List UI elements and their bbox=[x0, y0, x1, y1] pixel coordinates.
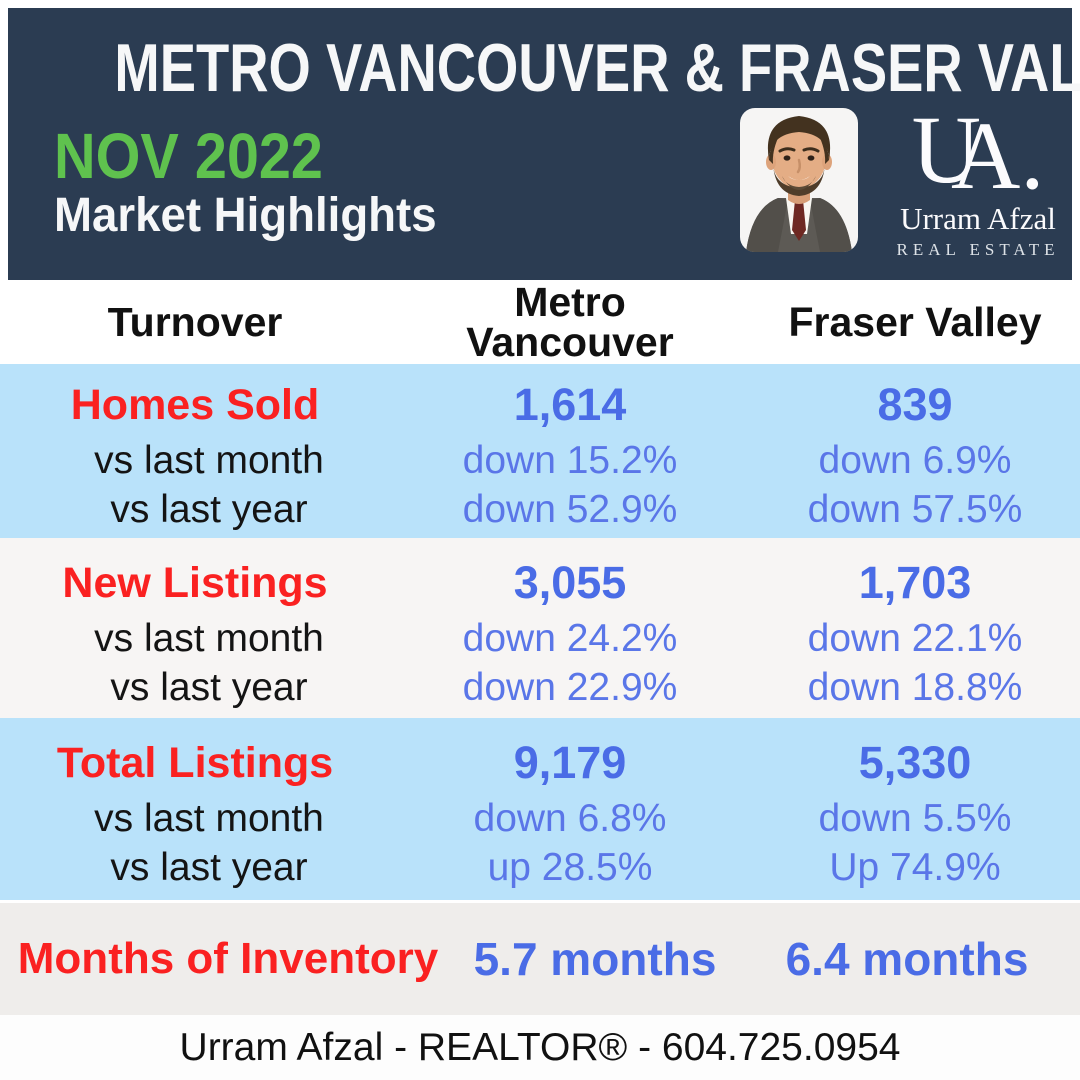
inventory-value-metro: 5.7 months bbox=[473, 933, 717, 985]
row-label: vs last year bbox=[110, 845, 308, 889]
metric-value-metro: 3,055 bbox=[513, 557, 627, 608]
row-value-fraser: Up 74.9% bbox=[829, 845, 1001, 889]
footer-bar: Urram Afzal - REALTOR® - 604.725.0954 bbox=[0, 1015, 1080, 1080]
brand-tagline: REAL ESTATE bbox=[896, 240, 1060, 260]
row-value-metro: up 28.5% bbox=[487, 845, 653, 889]
table-body: Homes Sold 1,614 839 vs last month down … bbox=[0, 364, 1080, 900]
row-label: vs last year bbox=[110, 487, 308, 531]
column-header-turnover: Turnover bbox=[107, 298, 283, 345]
row-value-fraser: down 5.5% bbox=[818, 796, 1012, 840]
realtor-photo-image bbox=[740, 108, 858, 252]
row-value-fraser: down 57.5% bbox=[807, 487, 1023, 531]
section-new-listings: New Listings 3,055 1,703 vs last month d… bbox=[0, 538, 1080, 718]
metric-value-fraser: 5,330 bbox=[858, 737, 972, 788]
table-row: Total Listings 9,179 5,330 bbox=[0, 732, 1080, 794]
row-value-fraser: down 18.8% bbox=[807, 665, 1023, 709]
metric-value-metro: 1,614 bbox=[513, 379, 627, 430]
table-row: vs last year down 52.9% down 57.5% bbox=[0, 485, 1080, 534]
row-value-metro: down 15.2% bbox=[462, 438, 678, 482]
metric-label: New Listings bbox=[62, 558, 328, 607]
header-banner: METRO VANCOUVER & FRASER VALLEY NOV 2022… bbox=[8, 8, 1080, 280]
metric-label: Total Listings bbox=[56, 738, 334, 787]
column-header-fraser-valley: Fraser Valley bbox=[788, 298, 1042, 345]
table-row: New Listings 3,055 1,703 bbox=[0, 552, 1080, 614]
inventory-label: Months of Inventory bbox=[17, 934, 439, 983]
brand-monogram: UA. bbox=[876, 102, 1080, 204]
row-label: vs last month bbox=[94, 796, 324, 840]
brand-logo: UA. Urram Afzal REAL ESTATE bbox=[876, 102, 1080, 260]
table-row: vs last month down 6.8% down 5.5% bbox=[0, 794, 1080, 843]
metric-value-fraser: 839 bbox=[877, 379, 953, 430]
column-header-metro-vancouver: Metro Vancouver bbox=[466, 278, 674, 365]
footer-contact: Urram Afzal - REALTOR® - 604.725.0954 bbox=[179, 1025, 901, 1069]
subtitle: Market Highlights bbox=[54, 189, 437, 242]
monogram-letter-u: U bbox=[911, 96, 981, 203]
row-value-fraser: down 6.9% bbox=[818, 438, 1012, 482]
brand-name: Urram Afzal bbox=[900, 201, 1056, 237]
table-row: vs last month down 24.2% down 22.1% bbox=[0, 614, 1080, 663]
page-title: METRO VANCOUVER & FRASER VALLEY bbox=[114, 30, 1080, 106]
row-value-metro: down 24.2% bbox=[462, 616, 678, 660]
inventory-value-fraser: 6.4 months bbox=[785, 933, 1029, 985]
metric-value-metro: 9,179 bbox=[513, 737, 627, 788]
row-value-metro: down 52.9% bbox=[462, 487, 678, 531]
table-header-row: Turnover Metro Vancouver Fraser Valley bbox=[0, 280, 1080, 364]
table-row: Homes Sold 1,614 839 bbox=[0, 374, 1080, 436]
monogram-letter-a: A. bbox=[951, 102, 1045, 209]
period-label: NOV 2022 bbox=[54, 120, 323, 192]
row-value-metro: down 22.9% bbox=[462, 665, 678, 709]
table-row: vs last year down 22.9% down 18.8% bbox=[0, 663, 1080, 712]
section-total-listings: Total Listings 9,179 5,330 vs last month… bbox=[0, 718, 1080, 900]
section-homes-sold: Homes Sold 1,614 839 vs last month down … bbox=[0, 364, 1080, 538]
metric-label: Homes Sold bbox=[70, 380, 320, 429]
metric-value-fraser: 1,703 bbox=[858, 557, 972, 608]
row-label: vs last month bbox=[94, 438, 324, 482]
row-value-metro: down 6.8% bbox=[473, 796, 667, 840]
row-label: vs last month bbox=[94, 616, 324, 660]
table-row: vs last year up 28.5% Up 74.9% bbox=[0, 843, 1080, 892]
section-months-of-inventory: Months of Inventory 5.7 months 6.4 month… bbox=[0, 903, 1080, 1015]
row-label: vs last year bbox=[110, 665, 308, 709]
realtor-photo bbox=[740, 108, 858, 252]
table-row: vs last month down 15.2% down 6.9% bbox=[0, 436, 1080, 485]
row-value-fraser: down 22.1% bbox=[807, 616, 1023, 660]
